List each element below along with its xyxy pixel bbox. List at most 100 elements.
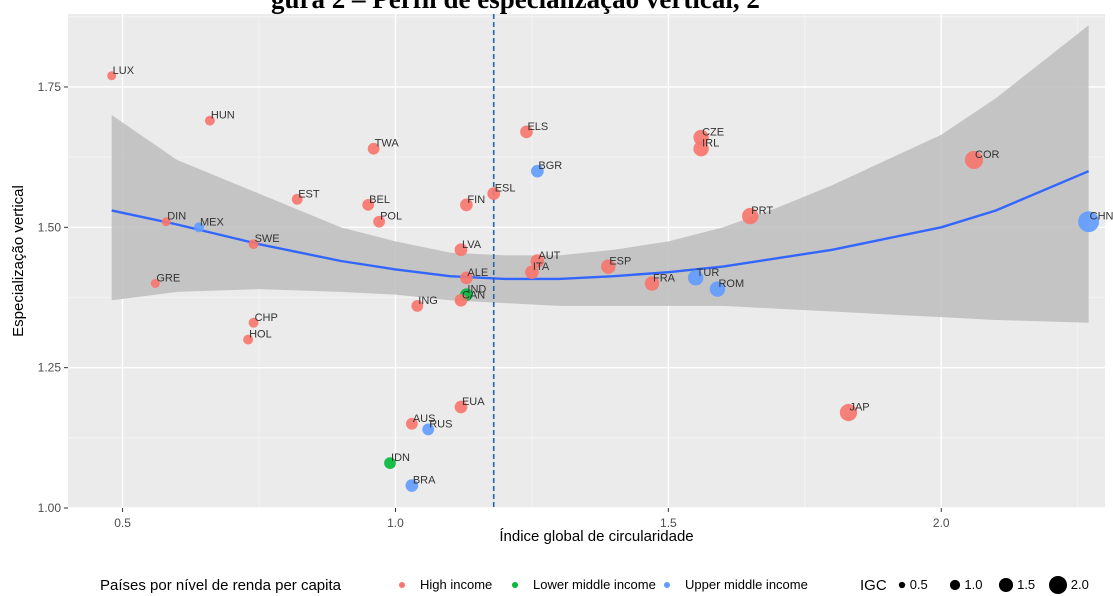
point-label: CHN: [1090, 211, 1113, 223]
point-label: EST: [298, 188, 320, 200]
point-fra: [644, 276, 660, 291]
legend: Países por nível de renda per capita High…: [100, 576, 1089, 594]
x-tick-label: 1.5: [660, 516, 677, 530]
point-esl: [487, 187, 501, 200]
point-ale: [460, 271, 473, 285]
point-label: LVA: [462, 239, 482, 251]
point-lux: [107, 71, 117, 81]
legend-size-dot: [898, 581, 906, 589]
point-label: BEL: [369, 194, 390, 206]
point-cze: [693, 129, 709, 146]
smooth-curve: [111, 170, 1090, 281]
y-tick-label: 1.75: [38, 80, 62, 94]
point-label: CHP: [255, 312, 278, 324]
point-label: ALE: [467, 267, 488, 279]
point-label: AUS: [413, 413, 436, 425]
point-label: ROM: [718, 278, 744, 290]
point-est: [291, 193, 303, 205]
point-jap: [839, 403, 858, 422]
point-chn: [1078, 211, 1100, 233]
chart-title: gura 2 – Perfil de especialização vertic…: [0, 0, 1113, 15]
point-label: TUR: [697, 267, 720, 279]
x-tick-label: 2.0: [933, 516, 950, 530]
point-label: BGR: [538, 160, 562, 172]
point-esp: [601, 259, 616, 274]
legend-group-label: Upper middle income: [685, 577, 808, 592]
point-label: FIN: [467, 194, 485, 206]
x-tick-label: 1.0: [387, 516, 404, 530]
point-label: IRL: [702, 138, 719, 150]
point-gre: [150, 278, 160, 288]
legend-size-label: 0.5: [910, 577, 928, 592]
point-label: IND: [467, 284, 486, 296]
point-prt: [742, 207, 759, 225]
y-tick-label: 1.00: [38, 501, 62, 515]
point-eua: [454, 400, 468, 414]
point-label: AUT: [538, 250, 560, 262]
point-bra: [405, 479, 419, 492]
point-aut: [530, 254, 545, 268]
legend-group-label: Lower middle income: [533, 577, 656, 592]
point-label: ESL: [495, 183, 516, 195]
legend-size-dot: [1049, 576, 1067, 594]
point-label: COR: [975, 149, 1000, 161]
point-mex: [194, 222, 204, 233]
point-ita: [525, 265, 539, 280]
point-label: POL: [380, 211, 402, 223]
y-tick-label: 1.25: [38, 361, 62, 375]
data-points: [107, 71, 1100, 492]
point-label: CZE: [702, 127, 724, 139]
point-label: SWE: [255, 233, 280, 245]
legend-swatch-upper-middle-income: [664, 582, 670, 588]
point-lva: [454, 243, 468, 257]
point-bgr: [531, 164, 544, 178]
legend-swatch-high-income: [399, 582, 405, 588]
legend-size-label: 2.0: [1071, 577, 1089, 592]
x-tick-label: 0.5: [114, 516, 131, 530]
point-label: ING: [418, 295, 438, 307]
point-label: CAN: [462, 289, 485, 301]
y-axis-ticks: 1.00 1.25 1.50 1.75: [38, 80, 68, 515]
point-label: EUA: [462, 396, 485, 408]
point-tur: [687, 270, 704, 286]
x-axis-label: Índice global de circularidade: [499, 528, 693, 545]
point-pol: [373, 215, 385, 228]
point-din: [161, 217, 171, 227]
legend-size-dot: [998, 577, 1014, 593]
point-label: ELS: [527, 121, 548, 133]
point-label: FRA: [653, 272, 676, 284]
point-label: PRT: [751, 205, 773, 217]
legend-size-title: IGC: [860, 577, 887, 594]
point-label: IDN: [391, 452, 410, 464]
point-hol: [243, 334, 254, 345]
y-axis-label: Especialização vertical: [10, 185, 27, 337]
point-label: DIN: [167, 211, 186, 223]
point-label: ESP: [609, 256, 631, 268]
point-label: MEX: [200, 216, 225, 228]
point-label: LUX: [113, 65, 135, 77]
point-label: HOL: [249, 329, 272, 341]
y-tick-label: 1.50: [38, 220, 62, 234]
legend-size-dot: [949, 579, 961, 591]
point-chp: [248, 317, 259, 328]
point-label: TWA: [375, 138, 400, 150]
legend-swatch-lower-middle-income: [512, 582, 518, 588]
point-idn: [384, 457, 396, 469]
point-aus: [405, 417, 418, 430]
smooth-line: [111, 170, 1090, 281]
x-axis-ticks: 0.5 1.0 1.5 2.0: [114, 508, 950, 530]
point-bel: [362, 198, 375, 211]
legend-size-label: 1.5: [1017, 577, 1035, 592]
point-els: [520, 125, 533, 139]
point-hun: [204, 115, 215, 126]
point-label: RUS: [429, 418, 452, 430]
legend-color-title: Países por nível de renda per capita: [100, 577, 342, 594]
point-rom: [709, 281, 726, 297]
point-twa: [367, 142, 380, 155]
point-label: ITA: [533, 261, 550, 273]
point-ing: [411, 300, 424, 312]
point-can: [454, 293, 468, 307]
point-rus: [422, 423, 435, 436]
